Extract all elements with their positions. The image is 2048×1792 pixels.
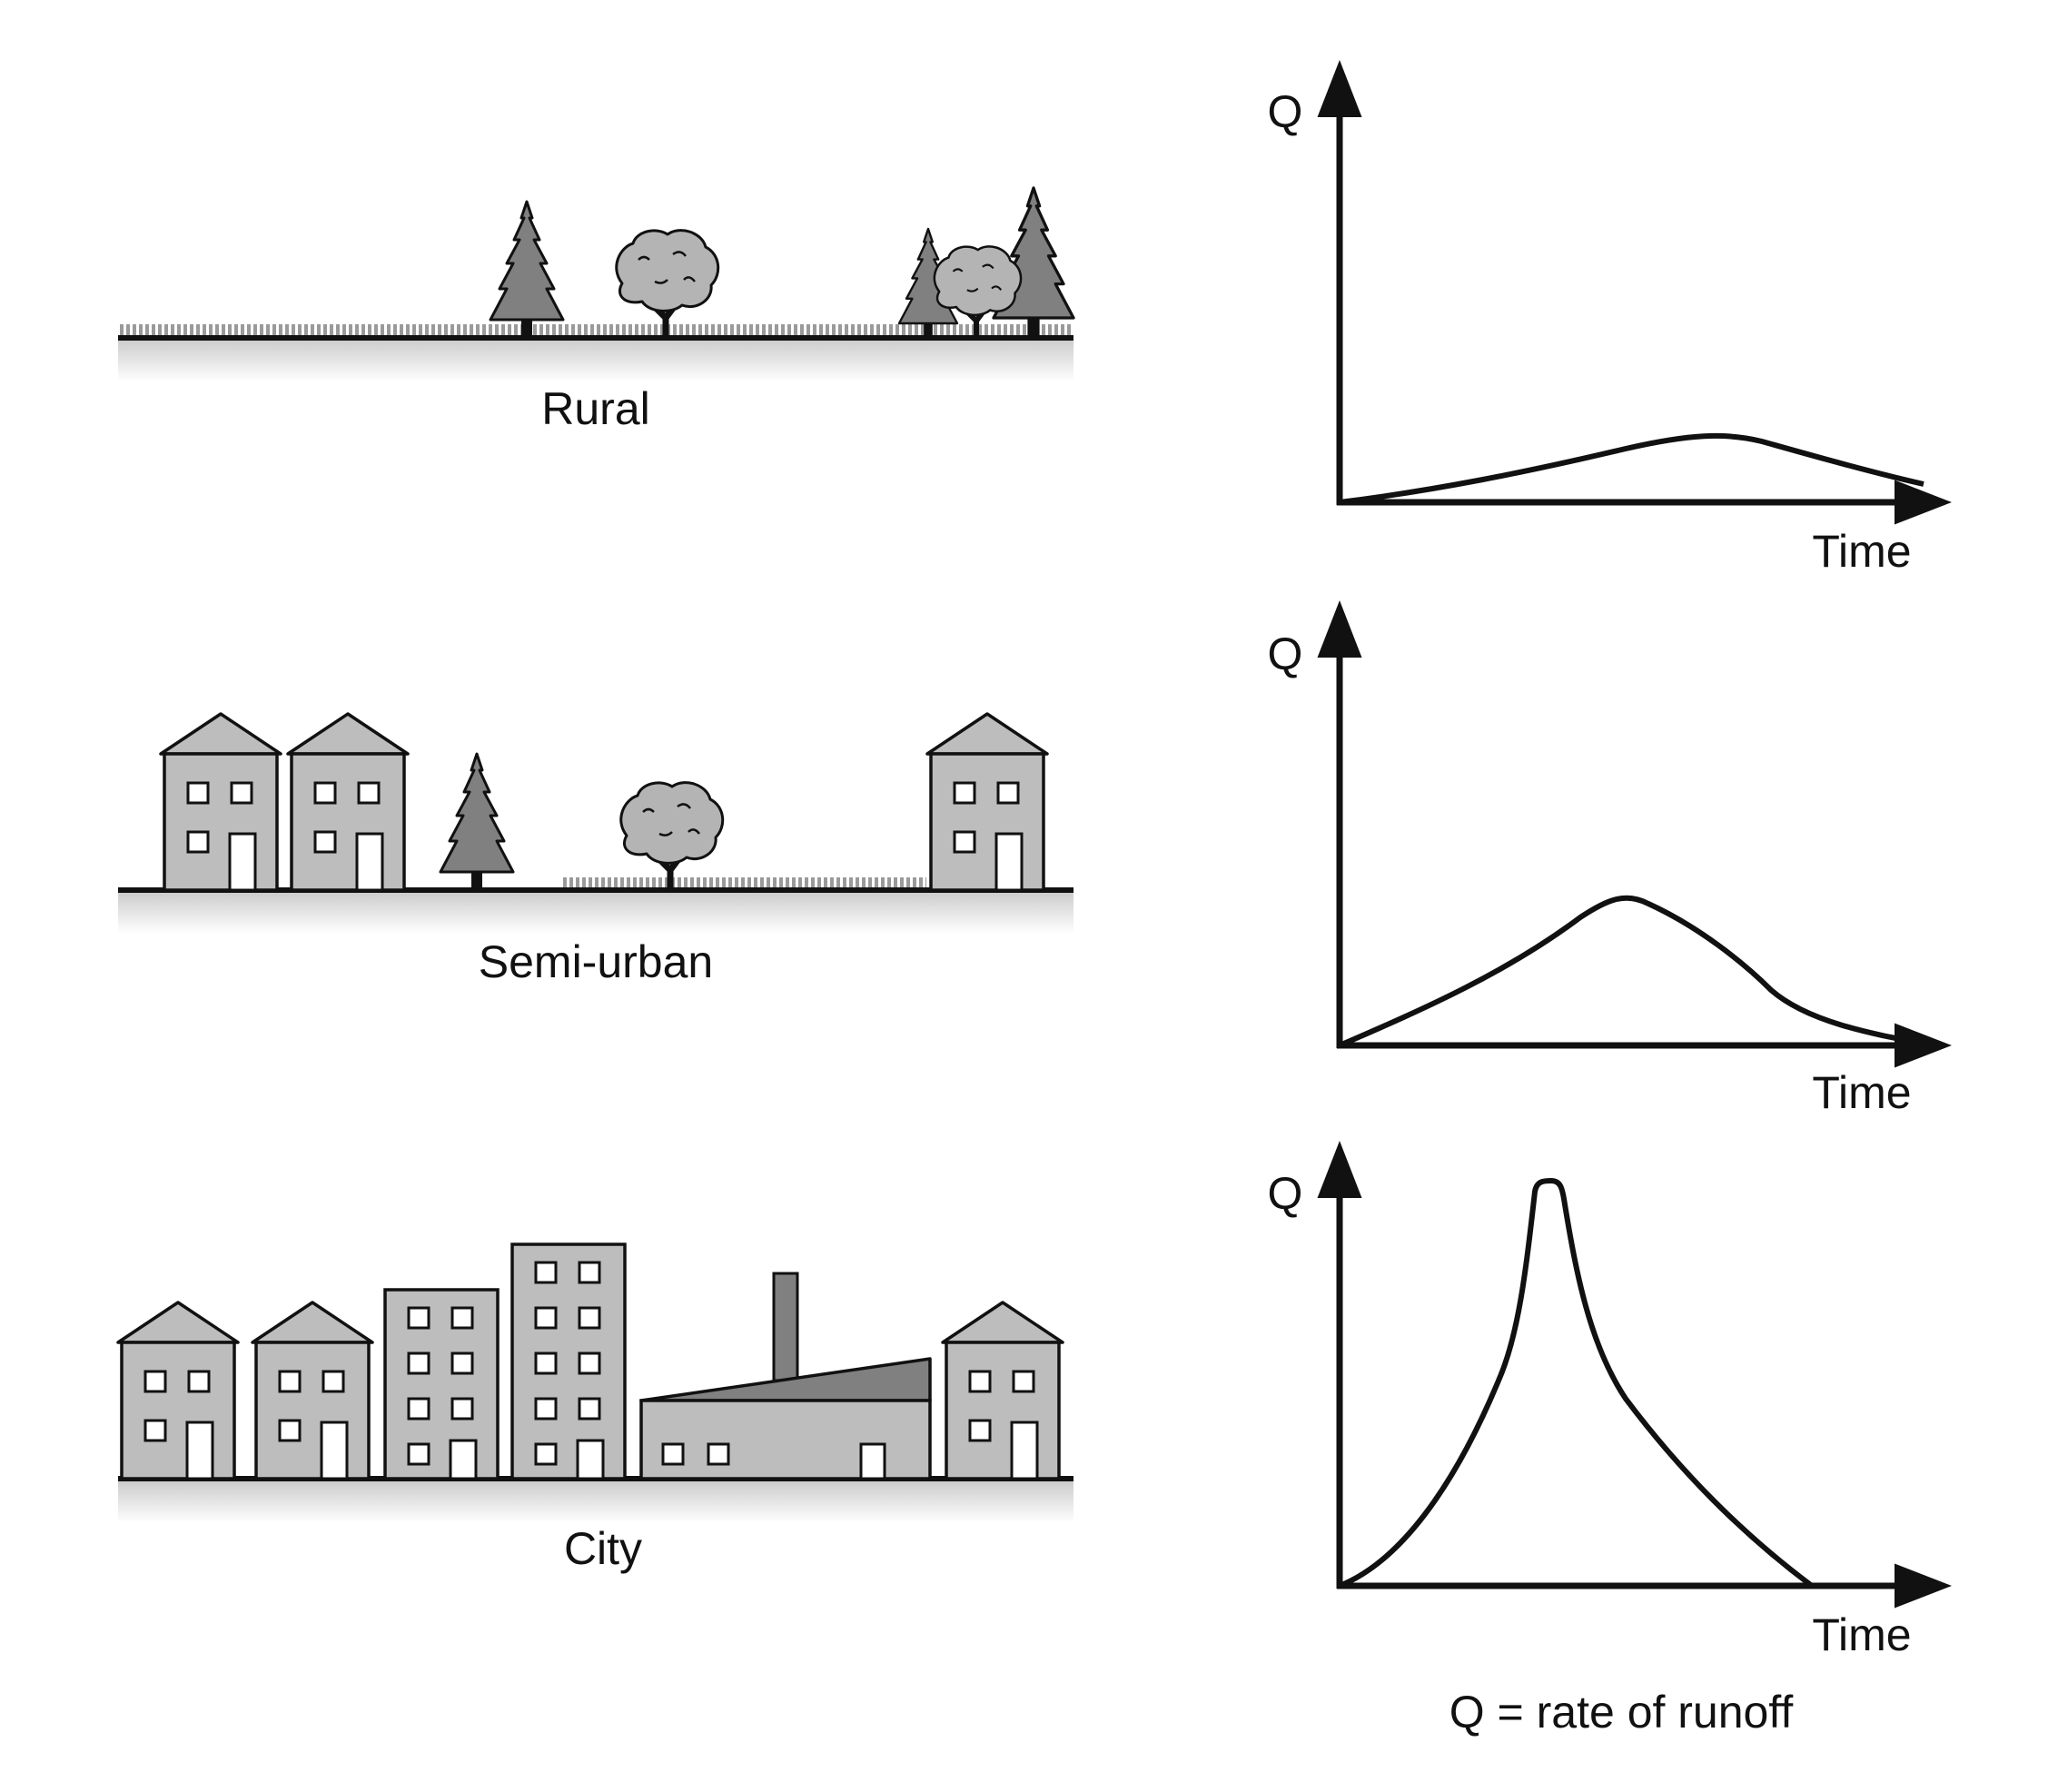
tower-building [510, 1243, 627, 1480]
runoff-curve [1339, 432, 1924, 505]
y-axis-label: Q [1268, 86, 1303, 137]
scene-label: Semi-urban [479, 936, 713, 987]
house [116, 1301, 240, 1480]
ground-band [118, 336, 1073, 381]
scene-rural: Rural [118, 186, 1075, 434]
x-axis-label: Time [1812, 1609, 1911, 1660]
conifer-tree [439, 752, 515, 892]
scene-semi-urban: Semi-urban [118, 712, 1073, 987]
graph-semi-urban: Q Time [1268, 600, 1952, 1118]
ground-band [118, 1478, 1073, 1523]
y-axis-label: Q [1268, 1168, 1303, 1219]
runoff-curve [1338, 1178, 1814, 1589]
footnote: Q = rate of runoff [1449, 1687, 1794, 1738]
conifer-tree [489, 200, 565, 340]
broadleaf-tree [621, 783, 723, 890]
x-axis-label: Time [1812, 526, 1911, 577]
broadleaf-tree [617, 231, 718, 338]
runoff-curve [1338, 895, 1924, 1048]
house [251, 1301, 374, 1480]
scene-label: City [564, 1523, 642, 1574]
ground-band [118, 888, 1073, 934]
x-axis-label: Time [1812, 1067, 1911, 1118]
apartment-building [383, 1288, 500, 1480]
graph-rural: Q Time [1268, 60, 1952, 577]
house [941, 1301, 1064, 1480]
graph-city: Q Time [1268, 1141, 1952, 1660]
factory [639, 1272, 932, 1480]
scene-label: Rural [541, 383, 649, 434]
scene-city: City [116, 1243, 1073, 1574]
house [159, 712, 282, 892]
y-axis-label: Q [1268, 629, 1303, 679]
house [286, 712, 410, 892]
house [925, 712, 1049, 892]
